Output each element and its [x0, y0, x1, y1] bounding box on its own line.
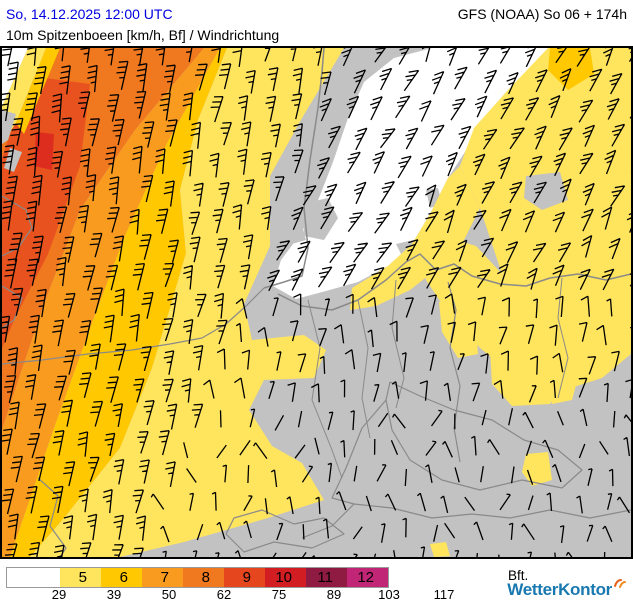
legend-bft-label: 11: [306, 568, 347, 587]
legend-kmh-label: 89: [326, 587, 342, 600]
weather-map-svg: [2, 48, 631, 557]
legend-bft-label: 12: [347, 568, 388, 587]
legend-bar: 5 6 7 8 9 10 11 12: [6, 567, 389, 588]
header-row: So, 14.12.2025 12:00 UTC GFS (NOAA) So 0…: [6, 6, 627, 24]
legend-kmh-label: 62: [216, 587, 232, 600]
legend-bft-label: 5: [60, 568, 101, 587]
legend-bft-label: 7: [142, 568, 183, 587]
legend-kmh-label: 117: [433, 587, 455, 600]
legend: 5 6 7 8 9 10 11 12 Bft. 29 39 50 62 75 89 103 117 Wett…: [0, 559, 633, 600]
model-run-info: GFS (NOAA) So 06 + 174h: [457, 6, 627, 22]
legend-kmh-label: 29: [51, 587, 67, 600]
wetterkontor-logo: WetterKontor: [507, 579, 626, 600]
legend-kmh-label: 50: [161, 587, 177, 600]
forecast-datetime: So, 14.12.2025 12:00 UTC: [6, 6, 173, 22]
wetterkontor-swoosh-icon: [614, 579, 626, 588]
legend-kmh-label: 75: [271, 587, 287, 600]
legend-bft-label: 6: [101, 568, 142, 587]
legend-segment-below-scale: [7, 568, 60, 587]
legend-kmh-label: 103: [378, 587, 400, 600]
map-color-regions: [2, 48, 631, 557]
legend-unit-label: Bft.: [508, 568, 529, 583]
map-parameter-title: 10m Spitzenboeen [km/h, Bf] / Windrichtu…: [6, 27, 280, 43]
legend-bft-label: 8: [183, 568, 224, 587]
map-borders: [2, 48, 631, 557]
legend-bft-label: 9: [224, 568, 265, 587]
map-header: So, 14.12.2025 12:00 UTC GFS (NOAA) So 0…: [0, 0, 633, 46]
wind-barbs: [2, 48, 631, 557]
legend-bft-label: 10: [265, 568, 306, 587]
weather-map: [0, 46, 633, 559]
legend-kmh-label: 39: [106, 587, 122, 600]
wetterkontor-logo-text: WetterKontor: [507, 580, 612, 599]
